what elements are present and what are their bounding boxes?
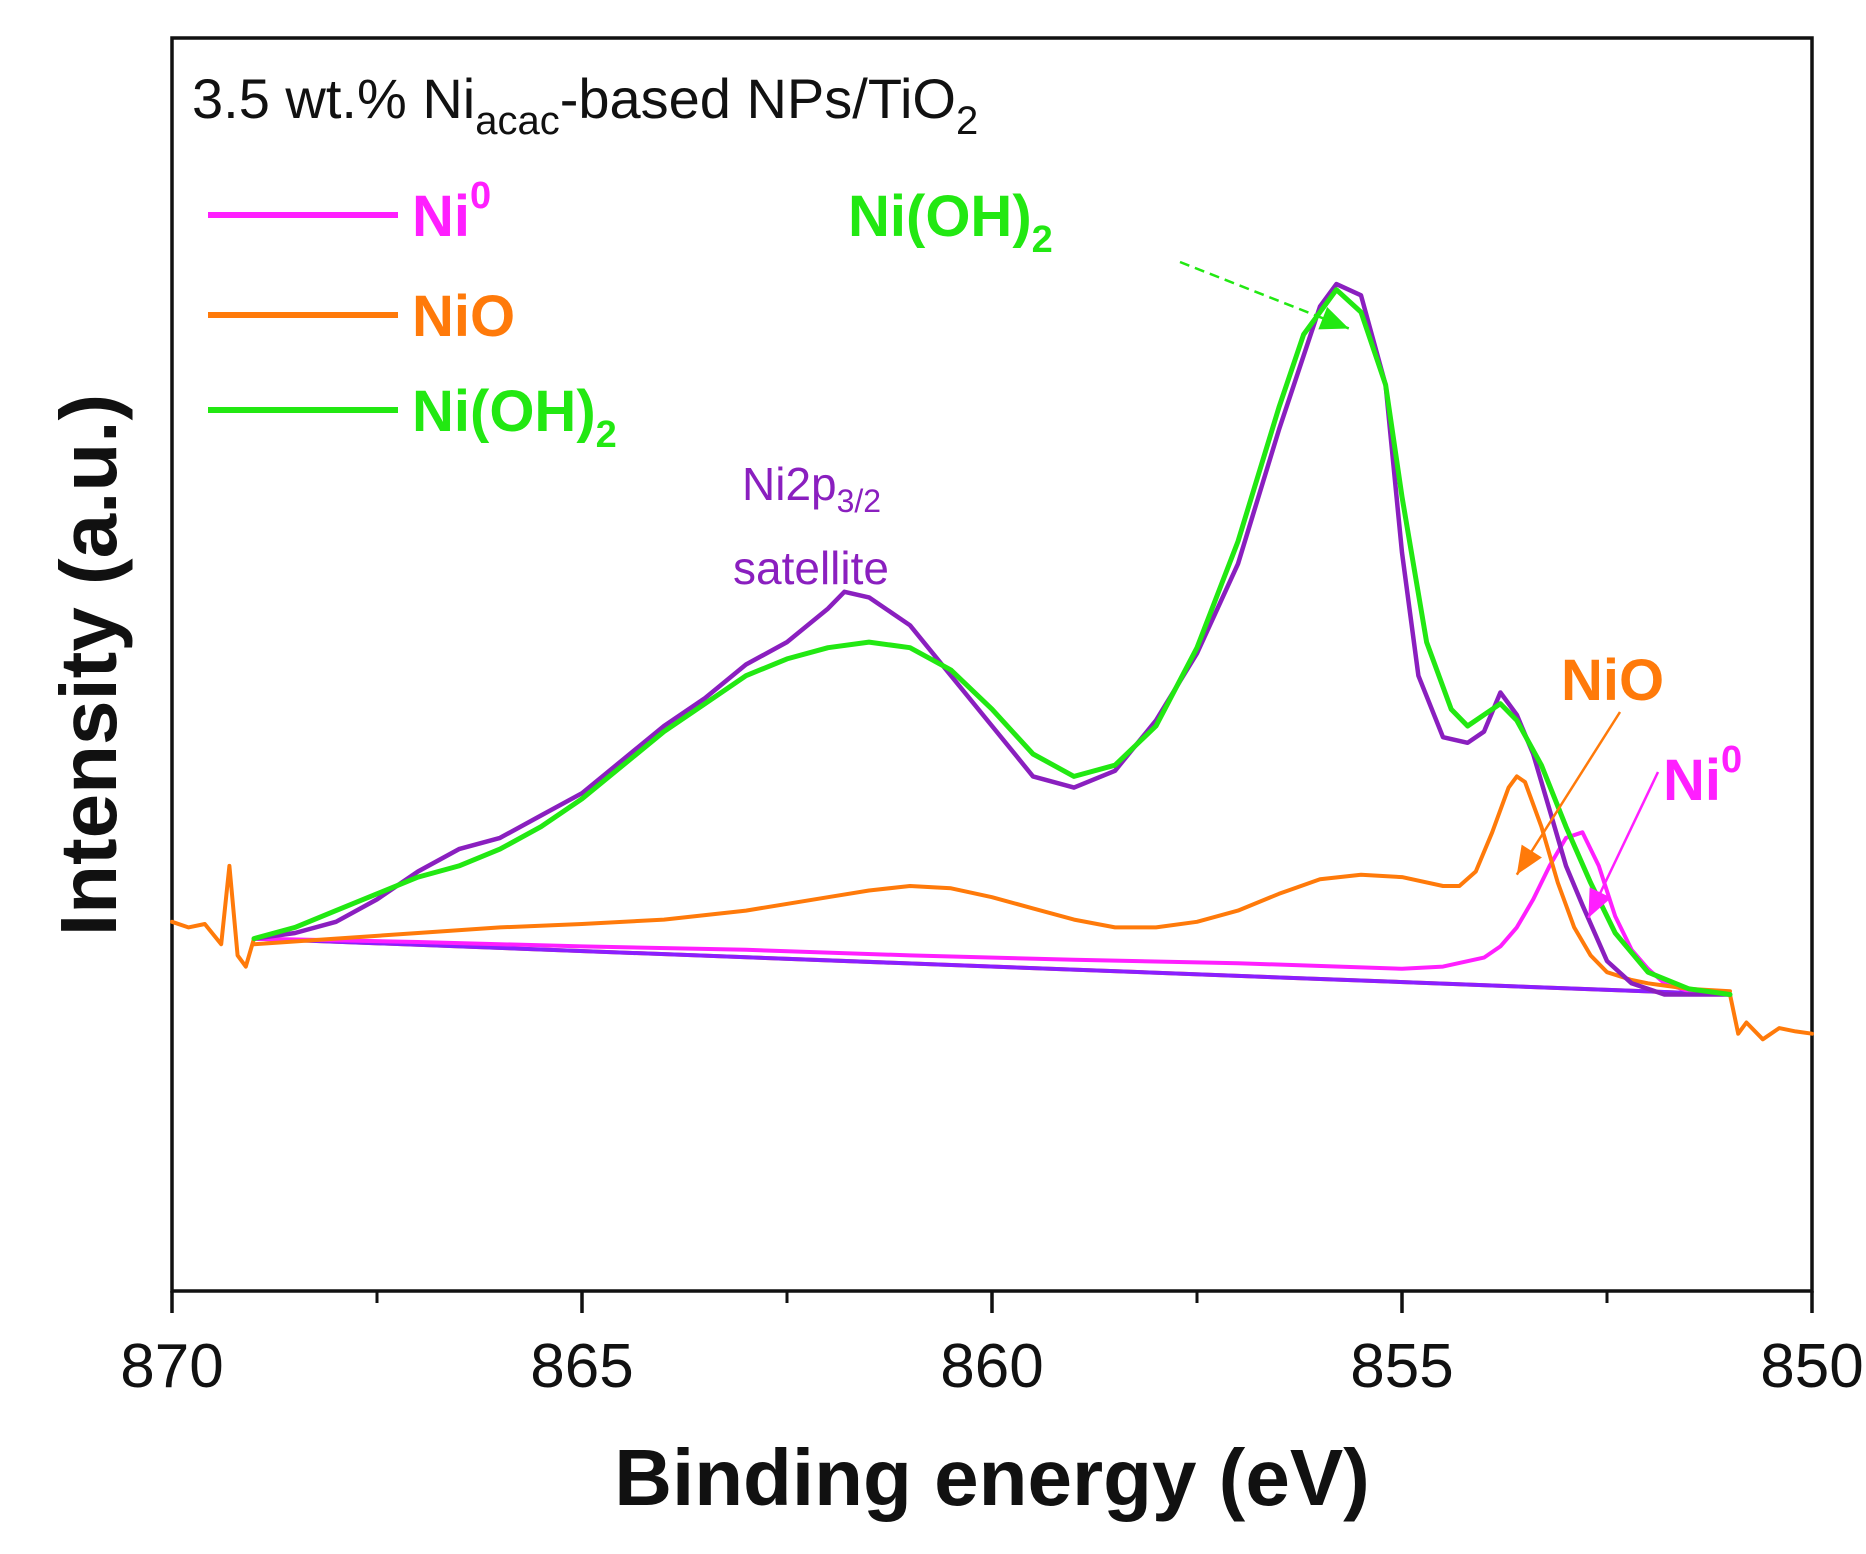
series-layer	[170, 281, 1814, 1042]
annotation-nioh2-arrow-head	[1318, 307, 1349, 330]
x-tick-label: 865	[530, 1332, 633, 1401]
annotation-ni0-arrow-head	[1588, 887, 1612, 918]
annotation-nioh2-arrow-line	[1179, 260, 1350, 330]
series-line-raw-data-extension	[170, 863, 1814, 1042]
title-subscript-2: 2	[956, 99, 978, 143]
annotation-nioh2-label: Ni(OH)2	[848, 184, 1053, 261]
annotation-satellite-label-line2: satellite	[733, 542, 889, 594]
legend-label-ni0: Ni0	[412, 175, 491, 249]
x-tick-label: 850	[1760, 1332, 1863, 1401]
series-line-measured-ni-2p3-2	[251, 281, 1733, 997]
series-line-ni-oh-2	[251, 287, 1733, 997]
series-line-nio	[252, 774, 1732, 994]
annotation-nio-label: NiO	[1561, 648, 1664, 713]
annotation-satellite-label: Ni2p3/2	[742, 458, 881, 519]
y-axis-label: Intensity (a.u.)	[44, 394, 133, 936]
chart-title: 3.5 wt.% Niacac-based NPs/TiO2	[192, 67, 978, 143]
x-axis: 870 865 860 855 850	[120, 1291, 1864, 1401]
legend-label-nio: NiO	[412, 284, 515, 349]
x-tick-label: 855	[1350, 1332, 1453, 1401]
annotation-ni0-label: Ni0	[1663, 739, 1742, 813]
x-axis-label: Binding energy (eV)	[614, 1433, 1370, 1522]
legend: Ni0 NiO Ni(OH)2	[208, 175, 617, 456]
annotation-nio-arrow-line	[1515, 711, 1622, 876]
x-tick-label: 860	[940, 1332, 1043, 1401]
x-tick-label: 870	[120, 1332, 223, 1401]
legend-label-nioh2: Ni(OH)2	[412, 379, 617, 456]
annotation-nio-arrow-head	[1516, 844, 1542, 875]
series-line-baseline	[252, 936, 1732, 997]
annotation-layer	[1179, 260, 1660, 919]
title-subscript: acac	[475, 99, 560, 143]
